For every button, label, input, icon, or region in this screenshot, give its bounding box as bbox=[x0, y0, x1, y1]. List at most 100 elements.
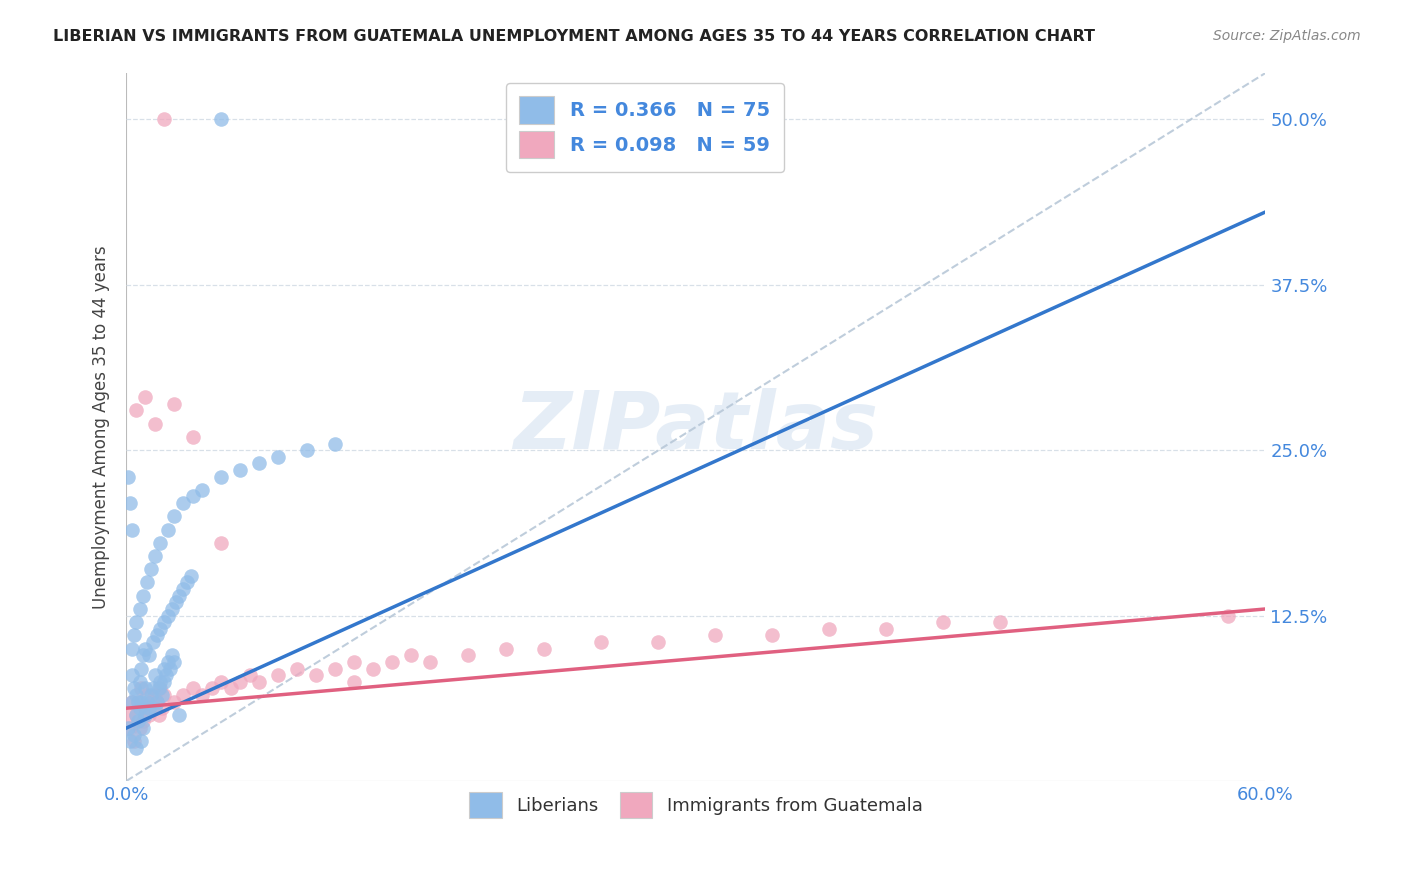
Point bbox=[267, 668, 290, 682]
Legend: Liberians, Immigrants from Guatemala: Liberians, Immigrants from Guatemala bbox=[461, 785, 929, 825]
Point bbox=[125, 740, 148, 755]
Point bbox=[134, 390, 156, 404]
Point bbox=[136, 575, 159, 590]
Point bbox=[149, 674, 172, 689]
Point bbox=[176, 575, 198, 590]
Point bbox=[160, 648, 183, 663]
Point bbox=[163, 397, 186, 411]
Point bbox=[172, 582, 194, 596]
Point bbox=[323, 436, 346, 450]
Point bbox=[761, 628, 783, 642]
Point bbox=[131, 661, 153, 675]
Point bbox=[419, 655, 441, 669]
Point bbox=[191, 688, 214, 702]
Point bbox=[138, 707, 160, 722]
Point bbox=[143, 688, 166, 702]
Point bbox=[229, 463, 252, 477]
Point bbox=[121, 695, 143, 709]
Point bbox=[247, 674, 270, 689]
Point bbox=[142, 681, 165, 696]
Point bbox=[143, 668, 166, 682]
Point bbox=[136, 688, 159, 702]
Point bbox=[247, 456, 270, 470]
Point bbox=[145, 695, 167, 709]
Point bbox=[172, 688, 194, 702]
Point bbox=[138, 701, 160, 715]
Point bbox=[128, 701, 150, 715]
Point bbox=[150, 701, 173, 715]
Point bbox=[229, 674, 252, 689]
Point bbox=[131, 734, 153, 748]
Point bbox=[121, 695, 143, 709]
Point bbox=[120, 496, 142, 510]
Point bbox=[117, 707, 139, 722]
Point bbox=[134, 701, 156, 715]
Point bbox=[143, 417, 166, 431]
Point bbox=[157, 608, 180, 623]
Point bbox=[589, 635, 612, 649]
Point bbox=[132, 648, 155, 663]
Point bbox=[145, 628, 167, 642]
Point bbox=[149, 681, 172, 696]
Point bbox=[121, 641, 143, 656]
Point bbox=[148, 707, 170, 722]
Text: LIBERIAN VS IMMIGRANTS FROM GUATEMALA UNEMPLOYMENT AMONG AGES 35 TO 44 YEARS COR: LIBERIAN VS IMMIGRANTS FROM GUATEMALA UN… bbox=[53, 29, 1095, 44]
Point bbox=[181, 430, 204, 444]
Point bbox=[181, 490, 204, 504]
Y-axis label: Unemployment Among Ages 35 to 44 years: Unemployment Among Ages 35 to 44 years bbox=[93, 245, 110, 609]
Point bbox=[343, 674, 366, 689]
Point bbox=[134, 681, 156, 696]
Point bbox=[122, 734, 145, 748]
Point bbox=[305, 668, 328, 682]
Point bbox=[150, 688, 173, 702]
Point bbox=[169, 707, 191, 722]
Point bbox=[817, 622, 839, 636]
Point bbox=[703, 628, 725, 642]
Point bbox=[153, 674, 176, 689]
Point bbox=[131, 681, 153, 696]
Point bbox=[122, 681, 145, 696]
Point bbox=[153, 688, 176, 702]
Text: Source: ZipAtlas.com: Source: ZipAtlas.com bbox=[1213, 29, 1361, 43]
Point bbox=[128, 674, 150, 689]
Point bbox=[209, 536, 232, 550]
Point bbox=[361, 661, 384, 675]
Point bbox=[457, 648, 479, 663]
Point bbox=[201, 681, 224, 696]
Point bbox=[165, 595, 187, 609]
Point bbox=[128, 602, 150, 616]
Point bbox=[148, 681, 170, 696]
Point bbox=[153, 112, 176, 127]
Point bbox=[239, 668, 262, 682]
Point bbox=[120, 721, 142, 735]
Point bbox=[139, 688, 162, 702]
Point bbox=[285, 661, 308, 675]
Point bbox=[127, 695, 149, 709]
Point bbox=[209, 469, 232, 483]
Point bbox=[399, 648, 422, 663]
Point bbox=[138, 648, 160, 663]
Point bbox=[143, 701, 166, 715]
Point bbox=[191, 483, 214, 497]
Point bbox=[219, 681, 242, 696]
Point bbox=[122, 628, 145, 642]
Point bbox=[120, 734, 142, 748]
Point bbox=[127, 695, 149, 709]
Point bbox=[159, 661, 181, 675]
Point bbox=[343, 655, 366, 669]
Point bbox=[323, 661, 346, 675]
Point bbox=[131, 695, 153, 709]
Point bbox=[125, 707, 148, 722]
Point bbox=[121, 523, 143, 537]
Point bbox=[149, 536, 172, 550]
Point bbox=[209, 674, 232, 689]
Point bbox=[139, 695, 162, 709]
Point bbox=[142, 635, 165, 649]
Point bbox=[181, 681, 204, 696]
Point bbox=[209, 112, 232, 127]
Point bbox=[132, 714, 155, 729]
Point bbox=[153, 661, 176, 675]
Point bbox=[495, 641, 517, 656]
Point bbox=[143, 549, 166, 563]
Point bbox=[136, 695, 159, 709]
